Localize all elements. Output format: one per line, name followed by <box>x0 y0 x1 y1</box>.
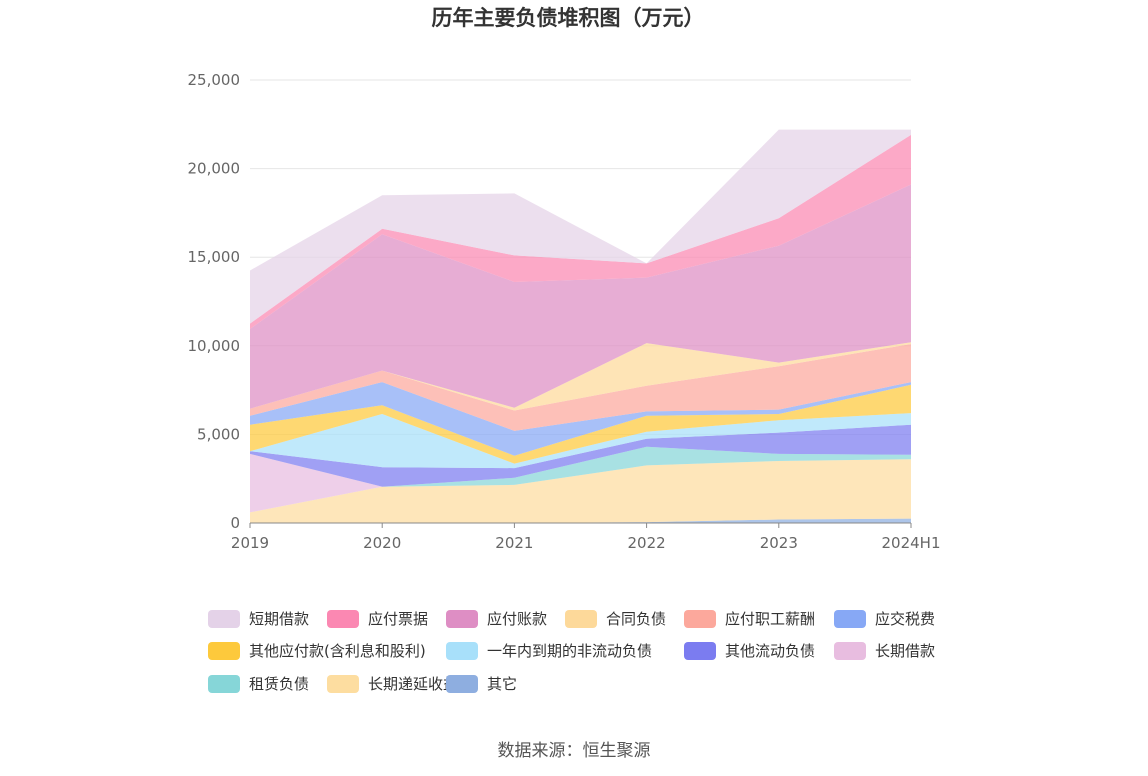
legend-label: 长期递延收益 <box>368 675 458 693</box>
legend-item-租赁负债[interactable]: 租赁负债 <box>208 675 309 693</box>
legend-label: 租赁负债 <box>249 675 309 693</box>
legend-item-其他应付款(含利息和股利)[interactable]: 其他应付款(含利息和股利) <box>208 642 426 660</box>
legend-swatch <box>834 642 866 660</box>
area-应付职工薪酬 <box>250 344 911 431</box>
legend-item-合同负债[interactable]: 合同负债 <box>565 610 666 628</box>
x-tick-label: 2024H1 <box>882 534 941 552</box>
legend-item-应交税费[interactable]: 应交税费 <box>834 610 935 628</box>
area-应交税费 <box>250 382 911 456</box>
legend-label: 应付账款 <box>487 610 547 628</box>
legend-label: 一年内到期的非流动负债 <box>487 642 652 660</box>
legend-swatch <box>208 675 240 693</box>
x-tick-label: 2022 <box>628 534 666 552</box>
legend-swatch <box>327 610 359 628</box>
area-series <box>250 129 911 523</box>
area-一年内到期的非流动负债 <box>250 413 911 469</box>
legend-label: 合同负债 <box>606 610 666 628</box>
y-tick-label: 25,000 <box>188 71 241 89</box>
axes: 0 5,000 10,000 15,000 20,000 25,000 2019 2020 20… <box>188 71 941 552</box>
y-tick-label: 0 <box>230 514 240 532</box>
chart-title: 历年主要负债堆积图（万元） <box>432 6 705 30</box>
legend-swatch <box>565 610 597 628</box>
legend-item-一年内到期的非流动负债[interactable]: 一年内到期的非流动负债 <box>446 642 652 660</box>
legend-label: 其它 <box>487 675 517 693</box>
legend-swatch <box>684 642 716 660</box>
x-tick-label: 2021 <box>495 534 533 552</box>
x-tick-label: 2020 <box>363 534 401 552</box>
legend-item-应付职工薪酬[interactable]: 应付职工薪酬 <box>684 610 815 628</box>
y-tick-label: 15,000 <box>188 248 241 266</box>
legend-item-应付票据[interactable]: 应付票据 <box>327 610 428 628</box>
legend-swatch <box>684 610 716 628</box>
legend-label: 其他流动负债 <box>725 642 815 660</box>
y-tick-label: 5,000 <box>197 425 240 443</box>
area-短期借款 <box>250 129 911 324</box>
y-tick-label: 10,000 <box>188 337 241 355</box>
legend-swatch <box>208 642 240 660</box>
legend-swatch <box>446 642 478 660</box>
legend-item-短期借款[interactable]: 短期借款 <box>208 610 309 628</box>
legend-swatch <box>834 610 866 628</box>
area-其他流动负债 <box>250 424 911 487</box>
legend-swatch <box>208 610 240 628</box>
area-合同负债 <box>250 342 911 411</box>
legend-label: 其他应付款(含利息和股利) <box>249 642 426 660</box>
area-应付账款 <box>250 184 911 409</box>
data-source: 数据来源：恒生聚源 <box>498 741 651 761</box>
legend-swatch <box>446 675 478 693</box>
legend-item-长期借款[interactable]: 长期借款 <box>834 642 935 660</box>
legend-label: 短期借款 <box>249 610 309 628</box>
area-其它 <box>250 518 911 523</box>
legend-swatch <box>446 610 478 628</box>
legend-item-长期递延收益[interactable]: 长期递延收益 <box>327 675 458 693</box>
legend-item-其它[interactable]: 其它 <box>446 675 517 693</box>
legend-item-应付账款[interactable]: 应付账款 <box>446 610 547 628</box>
legend-label: 长期借款 <box>875 642 935 660</box>
legend-label: 应付职工薪酬 <box>725 610 815 628</box>
area-应付票据 <box>250 134 911 329</box>
y-tick-label: 20,000 <box>188 160 241 178</box>
x-tick-label: 2019 <box>231 534 269 552</box>
legend-label: 应付票据 <box>368 610 428 628</box>
legend-swatch <box>327 675 359 693</box>
area-长期递延收益 <box>250 459 911 523</box>
legend-item-其他流动负债[interactable]: 其他流动负债 <box>684 642 815 660</box>
x-tick-label: 2023 <box>760 534 798 552</box>
legend-label: 应交税费 <box>875 610 935 628</box>
